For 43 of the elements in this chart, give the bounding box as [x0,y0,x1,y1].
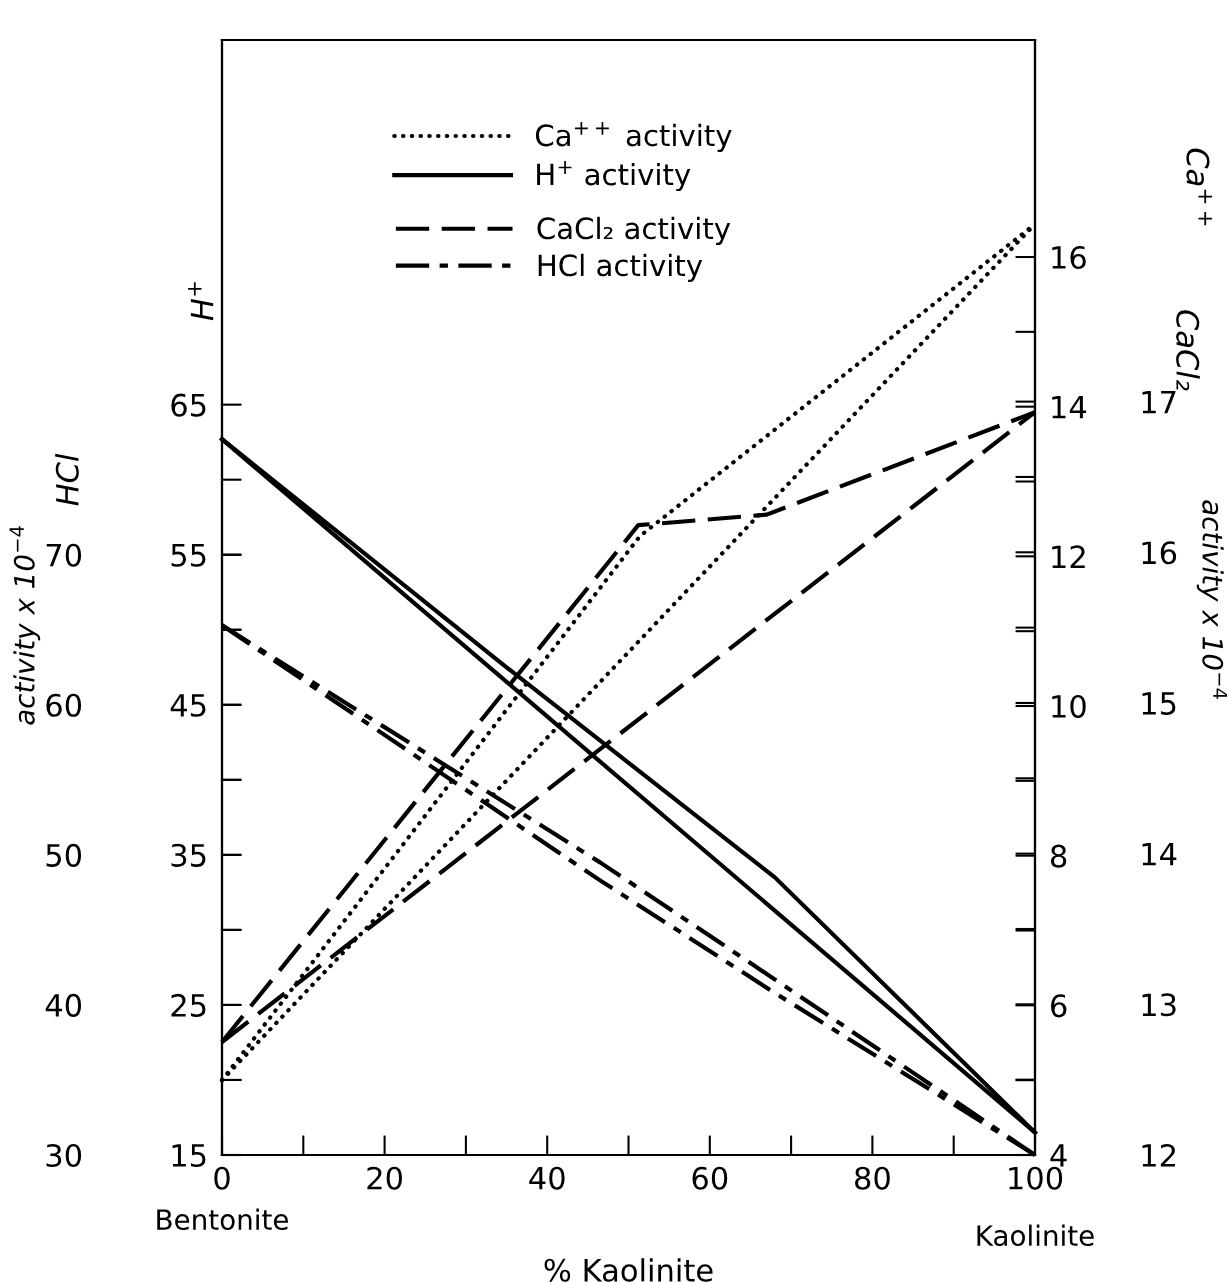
y-tick-label: 45 [170,694,206,717]
x-tick-label: 0 [214,1166,230,1190]
x-tick-label: 80 [855,1166,890,1190]
x-axis-title: % Kaolinite [544,1258,713,1282]
y2-axis-title: CaCl₂ [1176,310,1200,391]
y2-tick-label: 15 [1142,692,1176,716]
y2-tick-label: 14 [1142,842,1177,866]
y-axis-title: H$^{+}$ [188,282,214,321]
y2-tick-label: 12 [1052,545,1085,568]
text: Bentonite [157,1208,288,1231]
x-tick-label: 20 [367,1166,403,1190]
y-tick-label: 65 [171,393,206,417]
y2-tick-label: 14 [1052,396,1087,419]
y-tick-label: 70 [46,543,82,567]
text: activity x 10$^{−4}$ [1196,500,1227,699]
y-tick-label: 25 [171,993,206,1017]
y2-tick-label: 16 [1142,541,1177,565]
legend-label: Ca$^{++}$ activity [535,122,732,153]
y-tick-label: 15 [172,1144,206,1168]
y-tick-label: 50 [46,843,82,867]
x-tick-label: 60 [692,1166,728,1190]
legend-label: HCl activity [538,253,703,282]
y-tick-label: 55 [171,544,206,567]
y2-tick-label: 10 [1052,694,1086,719]
x-tick-label: 100 [1009,1166,1063,1190]
y2-tick-label: 17 [1142,390,1176,414]
legend-label: H$^{+}$ activity [537,161,691,192]
y-tick-label: 60 [46,693,82,717]
text: Kaolinite [977,1224,1094,1247]
y2-tick-label: 8 [1050,844,1067,868]
y2-tick-label: 12 [1142,1143,1175,1167]
y-tick-label: 30 [46,1143,82,1168]
text: activity x 10$^{−4}$ [9,526,41,725]
y2-axis-title: Ca$^{++}$ [1186,148,1212,226]
y2-tick-label: 4 [1050,1144,1067,1167]
y-axis-title: HCl [55,453,79,506]
y2-tick-label: 13 [1142,993,1176,1017]
y2-tick-label: 16 [1052,245,1086,270]
y2-tick-label: 6 [1051,994,1067,1018]
y-tick-label: 40 [45,993,82,1017]
x-tick-label: 40 [529,1166,565,1190]
legend-label: CaCl₂ activity [537,216,731,245]
y-tick-label: 35 [171,843,206,867]
